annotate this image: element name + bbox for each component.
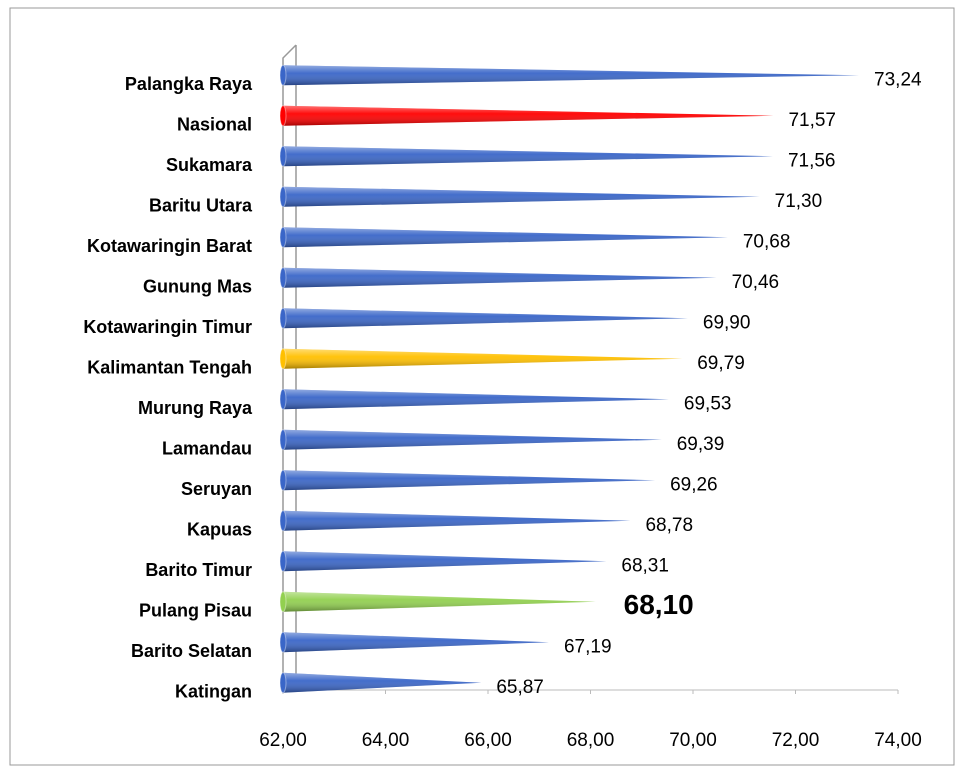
bar-shading xyxy=(283,672,482,693)
bar-shading xyxy=(283,146,773,167)
bar-base xyxy=(279,348,287,370)
bar-shading xyxy=(283,551,607,572)
bar-base xyxy=(279,186,287,208)
category-label: Kalimantan Tengah xyxy=(87,358,252,378)
x-tick-label: 74,00 xyxy=(874,730,922,751)
bar-base xyxy=(279,429,287,451)
value-label: 68,31 xyxy=(621,555,669,576)
x-tick-label: 70,00 xyxy=(669,730,717,751)
category-label: Lamandau xyxy=(162,439,252,459)
category-label: Kotawaringin Barat xyxy=(87,236,252,256)
bar-base xyxy=(279,388,287,410)
x-tick-label: 64,00 xyxy=(362,730,410,751)
bar-shading xyxy=(283,105,774,126)
bar-shading xyxy=(283,186,760,207)
category-label: Gunung Mas xyxy=(143,277,252,297)
x-tick-label: 72,00 xyxy=(772,730,820,751)
category-label: Palangka Raya xyxy=(125,74,253,94)
bar-shading xyxy=(283,348,683,369)
value-label: 68,10 xyxy=(624,589,694,620)
x-tick-label: 68,00 xyxy=(567,730,615,751)
x-tick-label: 62,00 xyxy=(259,730,307,751)
bar-base xyxy=(279,672,287,694)
bar-shading xyxy=(283,65,860,86)
bar-base xyxy=(279,226,287,248)
category-label: Kapuas xyxy=(187,520,252,540)
value-label: 68,78 xyxy=(645,515,693,536)
bar-base xyxy=(279,510,287,532)
category-label: Barito Selatan xyxy=(131,641,252,661)
category-label: Murung Raya xyxy=(138,398,253,418)
bar-shading xyxy=(283,470,656,491)
value-label: 71,57 xyxy=(788,110,836,131)
bar-shading xyxy=(283,227,728,248)
value-label: 69,39 xyxy=(677,434,725,455)
category-label: Katingan xyxy=(175,682,252,702)
bar-shading xyxy=(283,510,631,531)
bar-base xyxy=(279,591,287,613)
bar-shading xyxy=(283,308,688,329)
bar-shading xyxy=(283,267,717,288)
value-label: 69,26 xyxy=(670,474,718,495)
bar-base xyxy=(279,469,287,491)
value-label: 69,53 xyxy=(684,393,732,414)
bar-shading xyxy=(283,429,662,450)
bar-base xyxy=(279,267,287,289)
bar-shading xyxy=(283,632,549,653)
bar-base xyxy=(279,631,287,653)
chart-border xyxy=(9,7,955,766)
value-label: 69,90 xyxy=(703,312,751,333)
category-label: Sukamara xyxy=(166,155,253,175)
category-label: Barito Timur xyxy=(145,560,252,580)
value-label: 70,46 xyxy=(732,272,780,293)
bar-base xyxy=(279,307,287,329)
x-tick-label: 66,00 xyxy=(464,730,512,751)
category-label: Baritu Utara xyxy=(149,196,253,216)
bar-base xyxy=(279,105,287,127)
category-label: Nasional xyxy=(177,115,252,135)
value-label: 71,56 xyxy=(788,150,836,171)
category-label: Pulang Pisau xyxy=(139,601,252,621)
value-label: 69,79 xyxy=(697,353,745,374)
bar-shading xyxy=(283,389,669,410)
category-label: Kotawaringin Timur xyxy=(83,317,252,337)
category-label: Seruyan xyxy=(181,479,252,499)
value-label: 73,24 xyxy=(874,69,922,90)
value-label: 65,87 xyxy=(496,677,544,698)
value-label: 71,30 xyxy=(775,191,823,212)
bar-base xyxy=(279,64,287,86)
value-label: 67,19 xyxy=(564,636,612,657)
bar-base xyxy=(279,145,287,167)
bar-base xyxy=(279,550,287,572)
value-label: 70,68 xyxy=(743,231,791,252)
bar-shading xyxy=(283,591,596,612)
